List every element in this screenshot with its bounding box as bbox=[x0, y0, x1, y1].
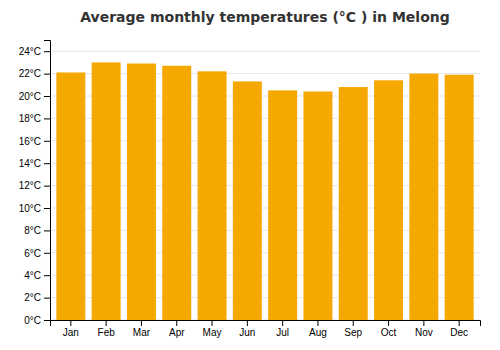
y-tick: 4°C bbox=[24, 270, 50, 281]
bar bbox=[339, 87, 368, 320]
y-tick-mark bbox=[44, 298, 50, 299]
x-tick-label: Sep bbox=[344, 327, 362, 338]
y-tick-label: 20°C bbox=[19, 91, 41, 102]
y-tick: 16°C bbox=[19, 136, 50, 147]
x-tick-label: Jun bbox=[239, 327, 255, 338]
x-tick-label: Oct bbox=[381, 327, 397, 338]
x-tick: Jun bbox=[239, 320, 255, 338]
y-tick: 12°C bbox=[19, 180, 50, 191]
y-tick-mark bbox=[44, 74, 50, 75]
bar bbox=[56, 72, 85, 320]
x-tick-label: Jul bbox=[276, 327, 289, 338]
title: Average monthly temperatures (°C ) in Me… bbox=[80, 9, 450, 25]
y-tick-label: 12°C bbox=[19, 180, 41, 191]
x-tick-label: Aug bbox=[309, 327, 327, 338]
y-tick-label: 0°C bbox=[24, 315, 41, 326]
x-tick-mark bbox=[212, 320, 213, 326]
x-tick-label: May bbox=[203, 327, 222, 338]
x-tick: Sep bbox=[344, 320, 362, 338]
x-tick-label: Nov bbox=[415, 327, 433, 338]
y-tick: 22°C bbox=[19, 68, 50, 79]
y-tick-mark bbox=[44, 96, 50, 97]
bar bbox=[268, 90, 297, 320]
y-tick-label: 4°C bbox=[24, 270, 41, 281]
y-tick-mark bbox=[44, 320, 50, 321]
bar bbox=[445, 75, 474, 320]
y-tick-mark bbox=[44, 253, 50, 254]
x-tick: Jan bbox=[63, 320, 79, 338]
x-tick: Dec bbox=[450, 320, 468, 338]
x-tick-mark bbox=[459, 320, 460, 326]
plot: 0°C 2°C 4°C 6°C 8°C 10°C 12°C 14°C 16°C 18°C 20°C 2… bbox=[19, 41, 481, 339]
y-tick: 2°C bbox=[24, 292, 50, 303]
y-tick-label: 10°C bbox=[19, 203, 41, 214]
y-tick-label: 22°C bbox=[19, 68, 41, 79]
x-tick: Aug bbox=[309, 320, 327, 338]
x-tick: Jul bbox=[276, 320, 289, 338]
bar bbox=[409, 74, 438, 320]
x-tick-mark bbox=[317, 320, 318, 326]
x-tick-label: Feb bbox=[98, 327, 116, 338]
bars bbox=[56, 62, 473, 320]
x-tick-mark bbox=[176, 320, 177, 326]
x-tick-mark bbox=[282, 320, 283, 326]
y-tick: 0°C bbox=[24, 315, 50, 326]
y-tick-label: 2°C bbox=[24, 292, 41, 303]
x-tick-mark bbox=[423, 320, 424, 326]
x-tick-label: Mar bbox=[133, 327, 151, 338]
bar bbox=[127, 64, 156, 320]
y-tick-mark bbox=[44, 275, 50, 276]
y-tick-mark bbox=[44, 208, 50, 209]
x-tick-mark bbox=[388, 320, 389, 326]
y-tick-label: 16°C bbox=[19, 136, 41, 147]
x-axis: Jan Feb Mar Apr May Jun Jul Aug Sep Oct Nov Dec bbox=[51, 320, 481, 338]
x-tick-mark bbox=[70, 320, 71, 326]
y-tick: 8°C bbox=[24, 225, 50, 236]
grid-line bbox=[50, 51, 480, 52]
bar bbox=[198, 71, 227, 320]
chart: 0°C 2°C 4°C 6°C 8°C 10°C 12°C 14°C 16°C 18°C 20°C 2… bbox=[0, 0, 500, 350]
y-tick: 18°C bbox=[19, 113, 50, 124]
y-tick-label: 14°C bbox=[19, 158, 41, 169]
y-tick-label: 24°C bbox=[19, 46, 41, 57]
bar bbox=[374, 80, 403, 320]
x-tick: Nov bbox=[415, 320, 433, 338]
y-tick: 10°C bbox=[19, 203, 50, 214]
x-tick-label: Dec bbox=[450, 327, 468, 338]
bar bbox=[92, 62, 121, 320]
x-tick: Mar bbox=[133, 320, 151, 338]
x-tick-mark bbox=[353, 320, 354, 326]
y-tick: 20°C bbox=[19, 91, 50, 102]
y-axis: 0°C 2°C 4°C 6°C 8°C 10°C 12°C 14°C 16°C 18°C 20°C 2… bbox=[19, 41, 51, 326]
y-tick-mark bbox=[44, 51, 50, 52]
y-axis-line bbox=[44, 41, 51, 321]
x-axis-line bbox=[51, 321, 481, 327]
x-tick-mark bbox=[106, 320, 107, 326]
x-tick: Feb bbox=[98, 320, 116, 338]
x-tick: Oct bbox=[381, 320, 397, 338]
y-tick-label: 8°C bbox=[24, 225, 41, 236]
y-tick-mark bbox=[44, 186, 50, 187]
y-tick-mark bbox=[44, 230, 50, 231]
x-tick-label: Apr bbox=[169, 327, 185, 338]
bar bbox=[303, 92, 332, 320]
x-tick-label: Jan bbox=[63, 327, 79, 338]
y-tick-mark bbox=[44, 163, 50, 164]
x-tick-mark bbox=[247, 320, 248, 326]
bar bbox=[233, 81, 262, 320]
x-tick-mark bbox=[141, 320, 142, 326]
y-tick-label: 6°C bbox=[24, 248, 41, 259]
bar bbox=[162, 66, 191, 320]
y-tick-mark bbox=[44, 141, 50, 142]
y-tick-mark bbox=[44, 118, 50, 119]
y-tick: 14°C bbox=[19, 158, 50, 169]
y-tick-label: 18°C bbox=[19, 113, 41, 124]
y-tick: 6°C bbox=[24, 248, 50, 259]
x-tick: Apr bbox=[169, 320, 185, 338]
grid bbox=[50, 51, 480, 320]
x-tick: May bbox=[203, 320, 222, 338]
y-tick: 24°C bbox=[19, 46, 50, 57]
